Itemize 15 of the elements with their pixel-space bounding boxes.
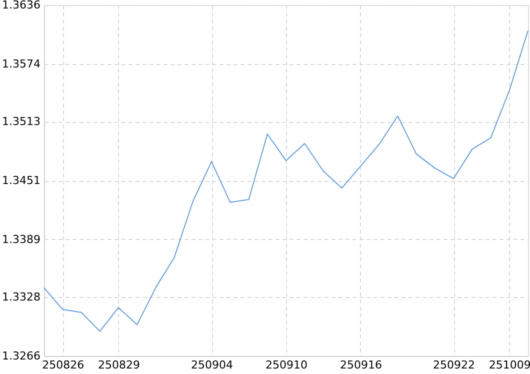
y-tick-label: 1.3513: [2, 115, 40, 128]
y-tick-label: 1.3451: [2, 174, 40, 187]
x-tick-label: 250829: [98, 358, 140, 372]
y-tick-label: 1.3574: [2, 57, 40, 70]
y-tick-label: 1.3636: [2, 0, 40, 12]
x-tick-label: 251009: [488, 358, 530, 372]
y-tick-label: 1.3266: [2, 350, 40, 362]
x-tick-label: 250916: [340, 358, 382, 372]
x-tick-label: 250904: [191, 358, 234, 372]
line-series: [44, 30, 528, 332]
x-tick-label: 250826: [42, 358, 84, 372]
x-tick-label: 250922: [433, 358, 476, 372]
y-tick-label: 1.3389: [2, 232, 40, 246]
x-tick-label: 250910: [266, 358, 308, 372]
y-tick-label: 1.3328: [2, 290, 40, 304]
